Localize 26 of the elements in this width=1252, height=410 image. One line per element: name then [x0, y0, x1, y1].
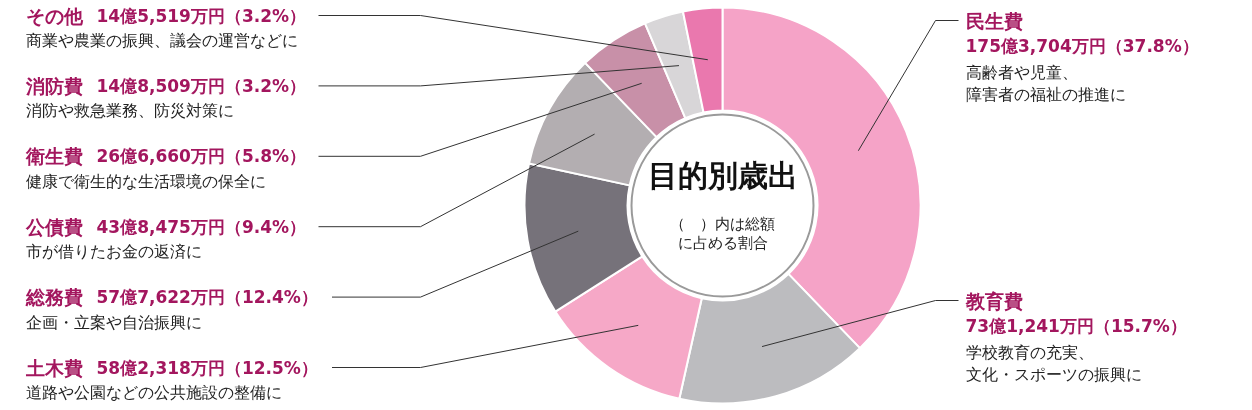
data-label: 14億5,519万円（3.2%）: [96, 5, 307, 26]
slice-label: 総務費: [24, 286, 83, 309]
text: 企画・立案や自治振興に: [25, 312, 202, 332]
text: 道路や公園などの公共施設の整備に: [25, 383, 282, 402]
data-label: 73億1,241万円（15.7%）: [965, 315, 1187, 336]
slice-label: 衛生費: [24, 145, 83, 168]
text: 市が借りたお金の返済に: [25, 242, 202, 262]
text: 商業や農業の振興、議会の運営などに: [25, 31, 298, 50]
text: 学校教育の充実、文化・スポーツの振興に: [965, 343, 1142, 384]
data-label: 26億6,660万円（5.8%）: [96, 146, 307, 167]
slice-label: 公債費: [24, 215, 83, 238]
data-label: 58億2,318万円（12.5%）: [96, 357, 318, 378]
text: 消防や救急業務、防災対策に: [25, 101, 234, 121]
text: 高齢者や児童、障害者の福祉の推進に: [965, 63, 1126, 104]
data-label: 43億8,475万円（9.4%）: [96, 216, 307, 237]
data-label: 14億8,509万円（3.2%）: [96, 75, 307, 96]
data-label: 57億7,622万円（12.4%）: [96, 287, 318, 308]
slice-label: 土木費: [24, 356, 83, 379]
text: （ ）内は総額に占める割合: [670, 214, 775, 252]
slice-label: 消防費: [24, 74, 83, 97]
slice-label: その他: [25, 4, 84, 27]
text: 健康で衛生的な生活環境の保全に: [25, 171, 266, 191]
slice-label: 民生費: [965, 9, 1023, 32]
text: 目的別歳出: [647, 158, 798, 193]
slice-label: 教育費: [964, 289, 1023, 312]
data-label: 175億3,704万円（37.8%）: [965, 35, 1199, 56]
